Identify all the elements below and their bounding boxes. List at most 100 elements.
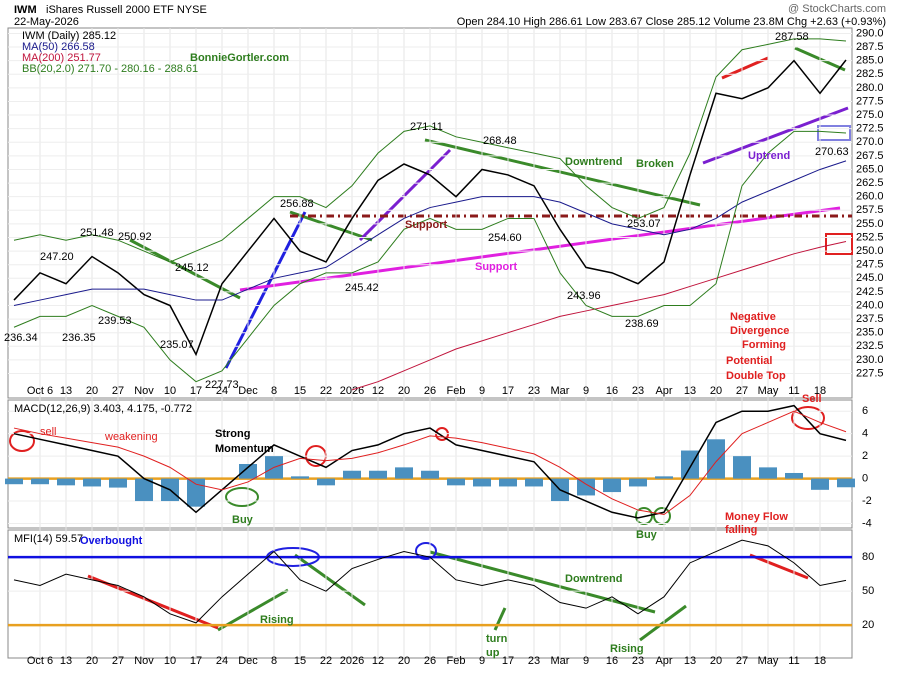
histogram-bar	[811, 478, 829, 490]
annotation: falling	[725, 524, 757, 536]
x-tick-label: 27	[112, 385, 124, 397]
y-tick-label: 255.0	[856, 218, 884, 230]
annotation: 239.53	[98, 315, 132, 327]
annotation: 245.42	[345, 282, 379, 294]
x-tick-label: 13	[60, 655, 72, 667]
x-tick-label: 16	[606, 385, 618, 397]
histogram-bar	[447, 478, 465, 486]
x-tick-label: 26	[424, 385, 436, 397]
annotation: BonnieGortler.com	[190, 52, 289, 64]
x-tick-label: 10	[164, 655, 176, 667]
annotation: 235.07	[160, 339, 194, 351]
histogram-bar	[785, 472, 803, 479]
histogram-bar	[317, 478, 335, 486]
y-tick-label: 227.5	[856, 367, 884, 379]
highlight-box	[825, 233, 853, 255]
x-tick-label: May	[758, 385, 779, 397]
annotation: Support	[405, 219, 447, 231]
x-tick-label: 27	[112, 655, 124, 667]
annotation: Overbought	[80, 535, 143, 547]
macd-line	[13, 404, 847, 519]
y-tick-label: 287.5	[856, 41, 884, 53]
histogram-bar	[733, 456, 751, 479]
x-tick-label: Mar	[551, 385, 570, 397]
legend-entry: MA(50) 266.58	[22, 41, 95, 53]
x-tick-label: 12	[372, 385, 384, 397]
histogram-bar	[31, 478, 49, 485]
arrow	[749, 553, 809, 580]
x-tick-label: 10	[164, 385, 176, 397]
annotation: Double Top	[726, 370, 786, 382]
x-tick-label: 27	[736, 655, 748, 667]
y-tick-label: 237.5	[856, 313, 884, 325]
legend-entry: BB(20,2.0) 271.70 - 280.16 - 288.61	[22, 63, 198, 75]
series-line	[13, 160, 847, 306]
histogram-bar	[187, 478, 205, 507]
x-tick-label: 9	[479, 655, 485, 667]
series-line	[13, 38, 847, 263]
annotation: Momentum	[215, 443, 274, 455]
trend-line	[424, 138, 701, 207]
x-tick-label: Nov	[134, 655, 154, 667]
x-tick-label: 8	[271, 385, 277, 397]
x-tick-label: 12	[372, 655, 384, 667]
x-tick-label: 23	[632, 655, 644, 667]
y-tick-label: 262.5	[856, 177, 884, 189]
histogram-bar	[759, 467, 777, 479]
histogram-bar	[499, 478, 517, 487]
trend-line	[224, 211, 307, 369]
highlight-box	[817, 125, 851, 141]
y-tick-label: 265.0	[856, 163, 884, 175]
circle	[415, 542, 437, 560]
y-tick-label: 50	[862, 585, 874, 597]
trend-line	[294, 553, 366, 607]
y-tick-label: 275.0	[856, 109, 884, 121]
histogram-bar	[109, 478, 127, 488]
x-tick-label: 13	[684, 655, 696, 667]
x-tick-label: 24	[216, 655, 228, 667]
annotation: Support	[475, 261, 517, 273]
x-tick-label: Apr	[655, 385, 672, 397]
x-tick-label: Feb	[447, 655, 466, 667]
x-tick-label: 17	[502, 385, 514, 397]
annotation: 253.07	[627, 218, 661, 230]
x-tick-label: 9	[479, 385, 485, 397]
histogram-bar	[343, 470, 361, 479]
x-tick-label: Oct 6	[27, 655, 53, 667]
annotation: 268.48	[483, 135, 517, 147]
series-line	[13, 59, 847, 357]
arrow	[493, 607, 507, 631]
x-tick-label: 15	[294, 385, 306, 397]
y-tick-label: -4	[862, 517, 872, 529]
histogram-bar	[681, 450, 699, 479]
x-tick-label: 16	[606, 655, 618, 667]
x-tick-label: 13	[60, 385, 72, 397]
x-tick-label: 20	[86, 385, 98, 397]
annotation: Divergence	[730, 325, 789, 337]
trend-line	[429, 550, 656, 614]
histogram-bar	[525, 478, 543, 487]
annotation: Downtrend	[565, 156, 622, 168]
annotation: Potential	[726, 355, 772, 367]
y-tick-label: 232.5	[856, 340, 884, 352]
trend-line	[239, 206, 841, 292]
annotation: Forming	[742, 339, 786, 351]
x-tick-label: 9	[583, 655, 589, 667]
trend-line	[702, 106, 849, 165]
annotation: 270.63	[815, 146, 849, 158]
panel-legend: MACD(12,26,9) 3.403, 4.175, -0.772	[14, 403, 192, 415]
histogram-bar	[577, 478, 595, 496]
annotation: turn	[486, 633, 508, 645]
circle	[9, 430, 35, 452]
annotation: 247.20	[40, 251, 74, 263]
annotation: 236.35	[62, 332, 96, 344]
x-tick-label: 24	[216, 385, 228, 397]
annotation: Rising	[610, 643, 644, 655]
legend-entry: MA(200) 251.77	[22, 52, 101, 64]
x-tick-label: 20	[398, 655, 410, 667]
y-tick-label: 285.0	[856, 55, 884, 67]
y-tick-label: 242.5	[856, 286, 884, 298]
x-tick-label: May	[758, 655, 779, 667]
histogram-bar	[5, 478, 23, 485]
source: @ StockCharts.com	[788, 3, 886, 15]
